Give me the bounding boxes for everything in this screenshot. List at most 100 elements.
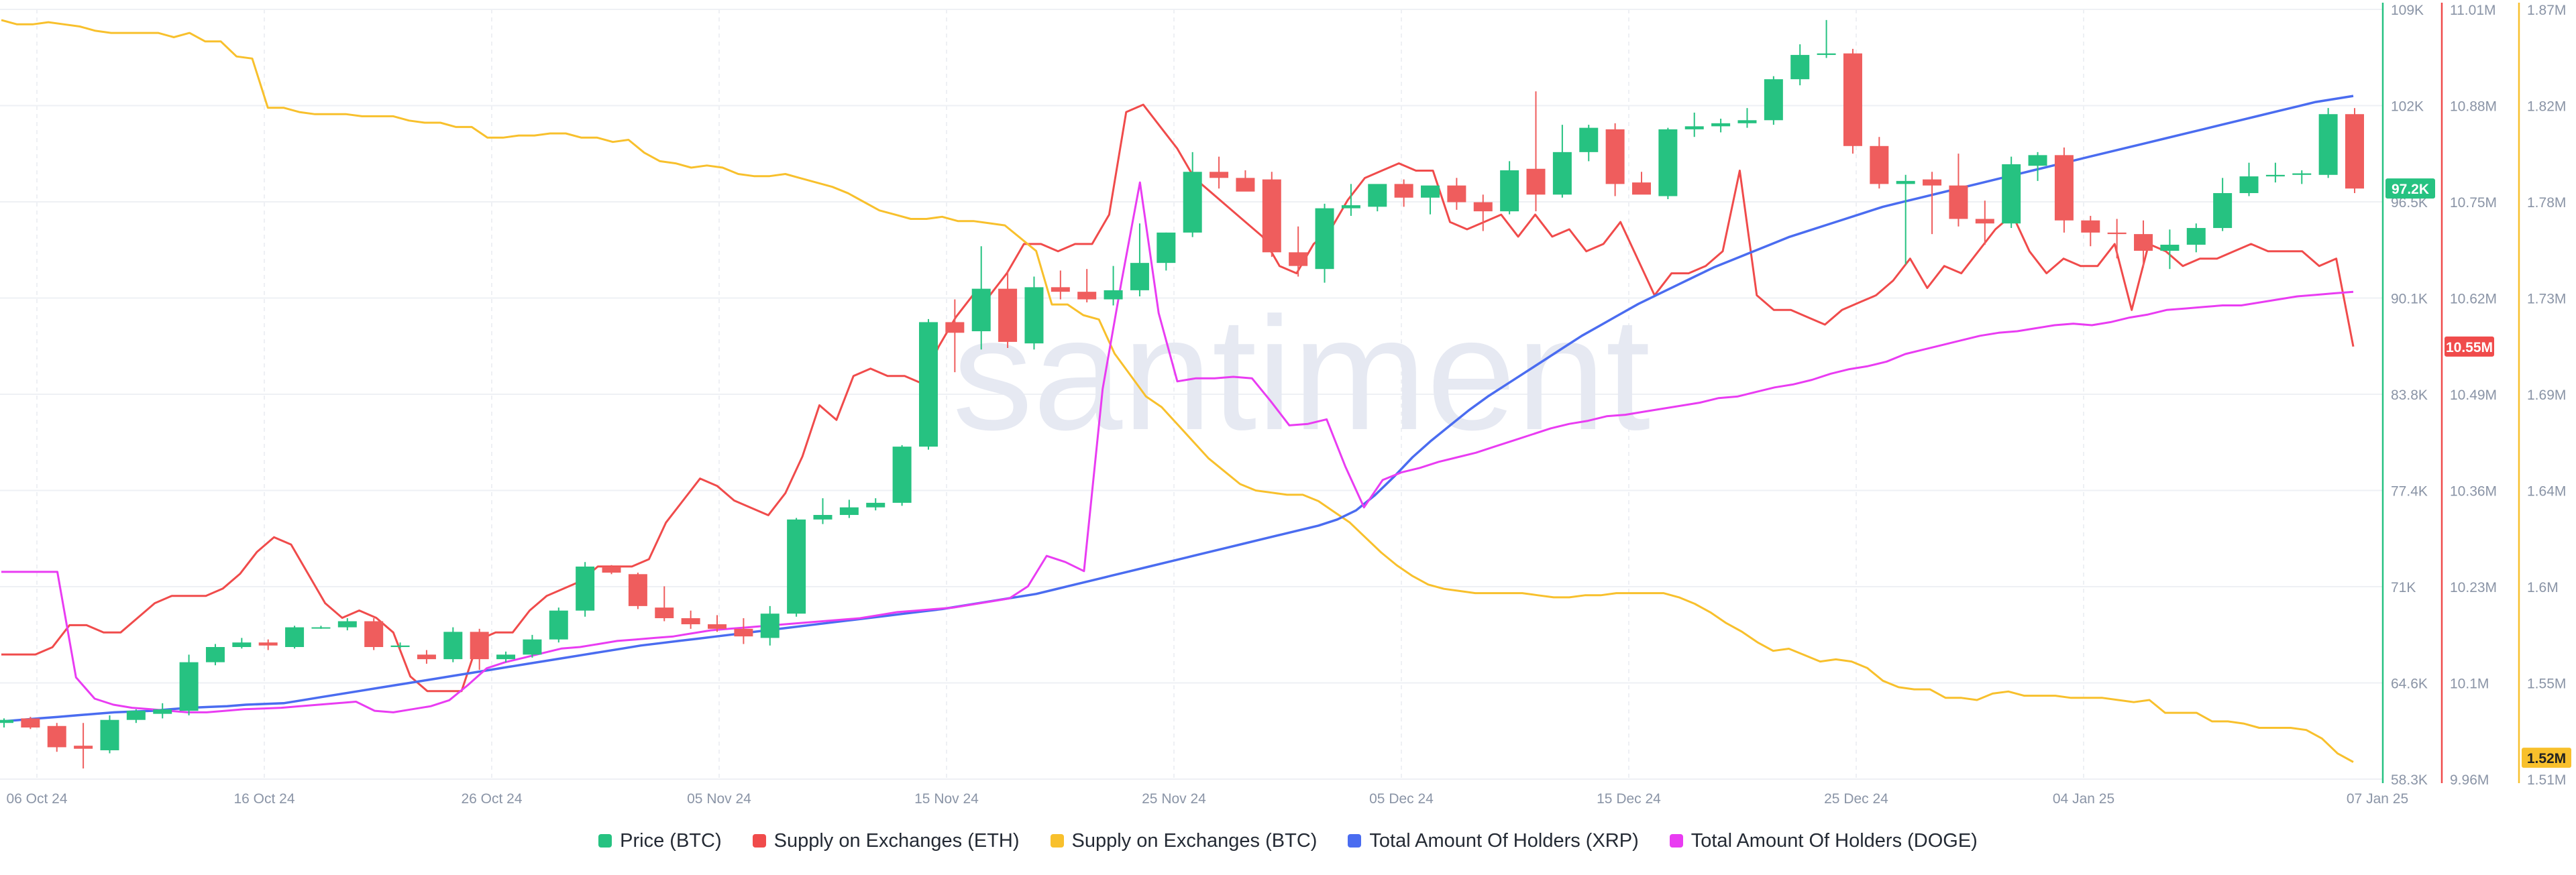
- badge-bg: [2385, 178, 2435, 199]
- candle-body: [602, 566, 621, 573]
- candle: [1447, 178, 1466, 210]
- candle-body: [1024, 287, 1044, 344]
- candle-body: [2292, 173, 2312, 175]
- candle: [311, 626, 331, 629]
- candle-body: [1605, 129, 1625, 184]
- y-tick-label: 1.78M: [2527, 195, 2566, 211]
- candle: [576, 562, 595, 617]
- candle: [681, 610, 700, 629]
- x-tick-label: 05 Nov 24: [687, 791, 751, 807]
- legend-label: Price (BTC): [620, 829, 722, 852]
- candle-body: [2318, 114, 2338, 175]
- legend-swatch: [752, 834, 766, 848]
- y-tick-label: 1.82M: [2527, 99, 2566, 115]
- candle: [443, 627, 463, 662]
- legend-swatch: [598, 834, 612, 848]
- legend-item-holders-xrp[interactable]: Total Amount Of Holders (XRP): [1348, 830, 1639, 852]
- candle-body: [892, 447, 912, 503]
- legend-item-price-btc[interactable]: Price (BTC): [598, 829, 722, 852]
- y-tick-label: 9.96M: [2450, 772, 2489, 788]
- candle: [1341, 184, 1360, 216]
- y-tick-label: 77.4K: [2391, 484, 2428, 500]
- candle-body: [1843, 53, 1862, 146]
- candle-body: [153, 709, 172, 714]
- candle-body: [1500, 170, 1519, 212]
- candle: [1896, 174, 1915, 265]
- candle-body: [100, 719, 119, 750]
- current-value-badge: 10.55M: [2445, 336, 2494, 357]
- candle-body: [866, 502, 885, 508]
- x-tick-label: 16 Oct 24: [233, 791, 294, 807]
- y-tick-label: 71K: [2391, 580, 2416, 595]
- candle: [1289, 226, 1308, 277]
- candle: [655, 586, 674, 622]
- candle: [337, 618, 357, 631]
- candle: [2265, 162, 2285, 183]
- candle: [523, 634, 542, 658]
- candle-body: [2345, 114, 2364, 189]
- candle: [602, 565, 621, 575]
- candle: [1579, 125, 1599, 162]
- candle: [2028, 152, 2047, 181]
- y-tick-label: 10.75M: [2450, 195, 2497, 211]
- candle-body: [1790, 54, 1810, 80]
- legend-item-holders-doge[interactable]: Total Amount Of Holders (DOGE): [1669, 830, 1978, 852]
- candle-body: [1631, 182, 1651, 195]
- candle: [1130, 223, 1149, 296]
- candle-body: [1394, 184, 1413, 198]
- y-tick-label: 64.6K: [2391, 677, 2428, 692]
- candle: [1183, 152, 1202, 237]
- candle: [470, 628, 489, 670]
- candle-body: [998, 288, 1018, 342]
- candle: [1473, 194, 1493, 231]
- candle-body: [2213, 192, 2233, 229]
- candle: [892, 445, 912, 506]
- candle: [496, 651, 516, 662]
- current-value-badge: 97.2K: [2385, 178, 2435, 199]
- candle: [998, 270, 1018, 348]
- candle-body: [1817, 53, 1836, 55]
- candle-body: [839, 507, 859, 516]
- candle: [1104, 266, 1123, 306]
- legend-swatch: [1669, 834, 1683, 848]
- x-tick-label: 15 Dec 24: [1597, 791, 1661, 807]
- y-tick-label: 10.88M: [2450, 99, 2497, 115]
- candle-body: [2265, 174, 2285, 177]
- y-tick-label: 1.69M: [2527, 388, 2566, 403]
- candle-body: [813, 515, 833, 520]
- candle-body: [232, 642, 252, 648]
- candle-body: [628, 574, 647, 606]
- legend-item-supply-eth[interactable]: Supply on Exchanges (ETH): [752, 830, 1020, 852]
- legend-item-supply-btc[interactable]: Supply on Exchanges (BTC): [1050, 830, 1317, 852]
- candle-body: [337, 621, 357, 628]
- candle-body: [1975, 219, 1994, 224]
- candle: [918, 318, 938, 450]
- candle: [1210, 156, 1229, 189]
- candle-body: [1262, 179, 1281, 253]
- candle-body: [576, 566, 595, 611]
- candle: [1764, 76, 1783, 125]
- eth-supply-line: [1, 103, 2355, 693]
- candle: [1500, 161, 1519, 215]
- candle-body: [1764, 79, 1783, 121]
- x-tick-label: 06 Oct 24: [6, 791, 67, 807]
- candle: [2318, 108, 2338, 178]
- candle: [813, 498, 833, 524]
- candle-body: [2186, 228, 2206, 245]
- candle-body: [945, 322, 965, 333]
- candle: [734, 618, 753, 644]
- candle: [153, 703, 172, 719]
- candle-body: [496, 654, 516, 660]
- candle: [2081, 215, 2100, 247]
- candle: [1684, 112, 1704, 137]
- candle-body: [549, 610, 568, 640]
- candle-body: [1870, 145, 1889, 184]
- candle: [205, 644, 225, 666]
- candle: [1870, 137, 1889, 189]
- candle-body: [1421, 185, 1440, 198]
- candle: [285, 626, 305, 649]
- candle: [1975, 200, 1994, 245]
- candle: [2345, 108, 2364, 193]
- y-tick-label: 58.3K: [2391, 772, 2428, 788]
